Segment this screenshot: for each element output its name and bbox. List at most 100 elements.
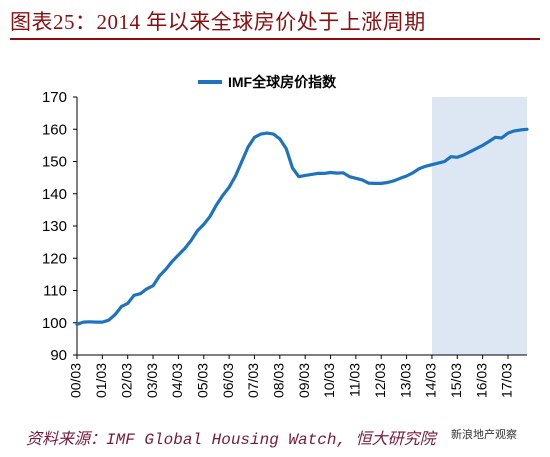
x-tick-label: 05/03 [194, 363, 210, 398]
data-point [424, 165, 426, 167]
data-point [443, 160, 445, 162]
data-point [114, 314, 116, 316]
data-point [494, 136, 496, 138]
data-point [165, 268, 167, 270]
data-point [120, 305, 122, 307]
data-point [310, 173, 312, 175]
x-tick-label: 09/03 [296, 363, 312, 398]
data-point [386, 181, 388, 183]
data-point [228, 186, 230, 188]
data-point [266, 132, 268, 134]
data-point [475, 147, 477, 149]
data-point [317, 172, 319, 174]
y-tick-label: 130 [42, 218, 67, 235]
x-tick-label: 01/03 [93, 363, 109, 398]
data-point [82, 321, 84, 323]
source-note: 资料来源：IMF Global Housing Watch, 恒大研究院 [26, 431, 436, 449]
x-tick-label: 03/03 [144, 363, 160, 398]
data-point [367, 182, 369, 184]
data-point [380, 182, 382, 184]
data-point [171, 260, 173, 262]
data-point [152, 285, 154, 287]
legend: IMF全球房价指数 [198, 74, 337, 90]
x-tick-label: 00/03 [68, 363, 84, 398]
x-tick-label: 08/03 [271, 363, 287, 398]
data-point [481, 144, 483, 146]
data-point [291, 167, 293, 169]
y-tick-label: 110 [43, 283, 67, 300]
data-point [418, 167, 420, 169]
data-point [260, 133, 262, 135]
data-point [234, 175, 236, 177]
data-point [247, 146, 249, 148]
chart-title: 图表25：2014 年以来全球房价处于上涨周期 [10, 10, 426, 34]
y-tick-label: 100 [42, 315, 67, 332]
data-point [437, 162, 439, 164]
data-point [520, 129, 522, 131]
data-point [76, 323, 78, 325]
x-tick-label: 04/03 [169, 363, 185, 398]
data-point [146, 288, 148, 290]
data-point [304, 174, 306, 176]
data-point [177, 254, 179, 256]
data-point [450, 156, 452, 158]
series-line [75, 127, 529, 326]
data-point [279, 138, 281, 140]
data-point [241, 160, 243, 162]
x-tick-label: 16/03 [473, 363, 489, 398]
data-point [412, 172, 414, 174]
data-point [196, 230, 198, 232]
data-point [108, 319, 110, 321]
data-point [101, 321, 103, 323]
y-tick-label: 90 [50, 347, 67, 364]
x-tick-label: 15/03 [448, 363, 464, 398]
data-point [355, 177, 357, 179]
x-tick-label: 12/03 [372, 363, 388, 398]
data-point [399, 177, 401, 179]
x-axis-ticks: 00/03 01/03 02/03 03/03 04/03 05/03 06/03 07/03… [68, 355, 515, 398]
data-point [361, 179, 363, 181]
data-point [513, 130, 515, 132]
data-point [215, 204, 217, 206]
data-point [89, 321, 91, 323]
y-tick-label: 150 [42, 154, 67, 171]
highlight-region [431, 97, 527, 355]
data-point [285, 147, 287, 149]
x-tick-label: 06/03 [220, 363, 236, 398]
data-point [298, 176, 300, 178]
data-point [329, 171, 331, 173]
x-tick-label: 14/03 [423, 363, 439, 398]
data-point [253, 136, 255, 138]
data-point [488, 140, 490, 142]
data-point [133, 294, 135, 296]
x-tick-label: 10/03 [321, 363, 337, 398]
data-point [323, 172, 325, 174]
y-tick-label: 120 [42, 250, 67, 267]
y-axis-ticks: 90 100 110 120 130 140 150 160 170 [42, 89, 77, 364]
data-point [139, 293, 141, 295]
x-tick-label: 17/03 [499, 363, 515, 398]
data-point [209, 215, 211, 217]
legend-label: IMF全球房价指数 [228, 74, 337, 90]
data-point [127, 302, 129, 304]
y-tick-label: 140 [42, 186, 67, 203]
data-point [342, 172, 344, 174]
y-tick-label: 170 [42, 89, 67, 106]
data-point [272, 133, 274, 135]
data-point [222, 194, 224, 196]
watermark: 新浪地产观察 [448, 425, 520, 447]
data-point [469, 151, 471, 153]
data-point [158, 275, 160, 277]
data-point [526, 128, 528, 130]
data-point [184, 247, 186, 249]
data-point [500, 137, 502, 139]
data-point [393, 180, 395, 182]
data-point [456, 156, 458, 158]
x-tick-label: 13/03 [397, 363, 413, 398]
x-tick-label: 07/03 [245, 363, 261, 398]
x-tick-label: 02/03 [118, 363, 134, 398]
data-point [348, 176, 350, 178]
data-point [190, 239, 192, 241]
data-point [95, 321, 97, 323]
data-point [336, 172, 338, 174]
